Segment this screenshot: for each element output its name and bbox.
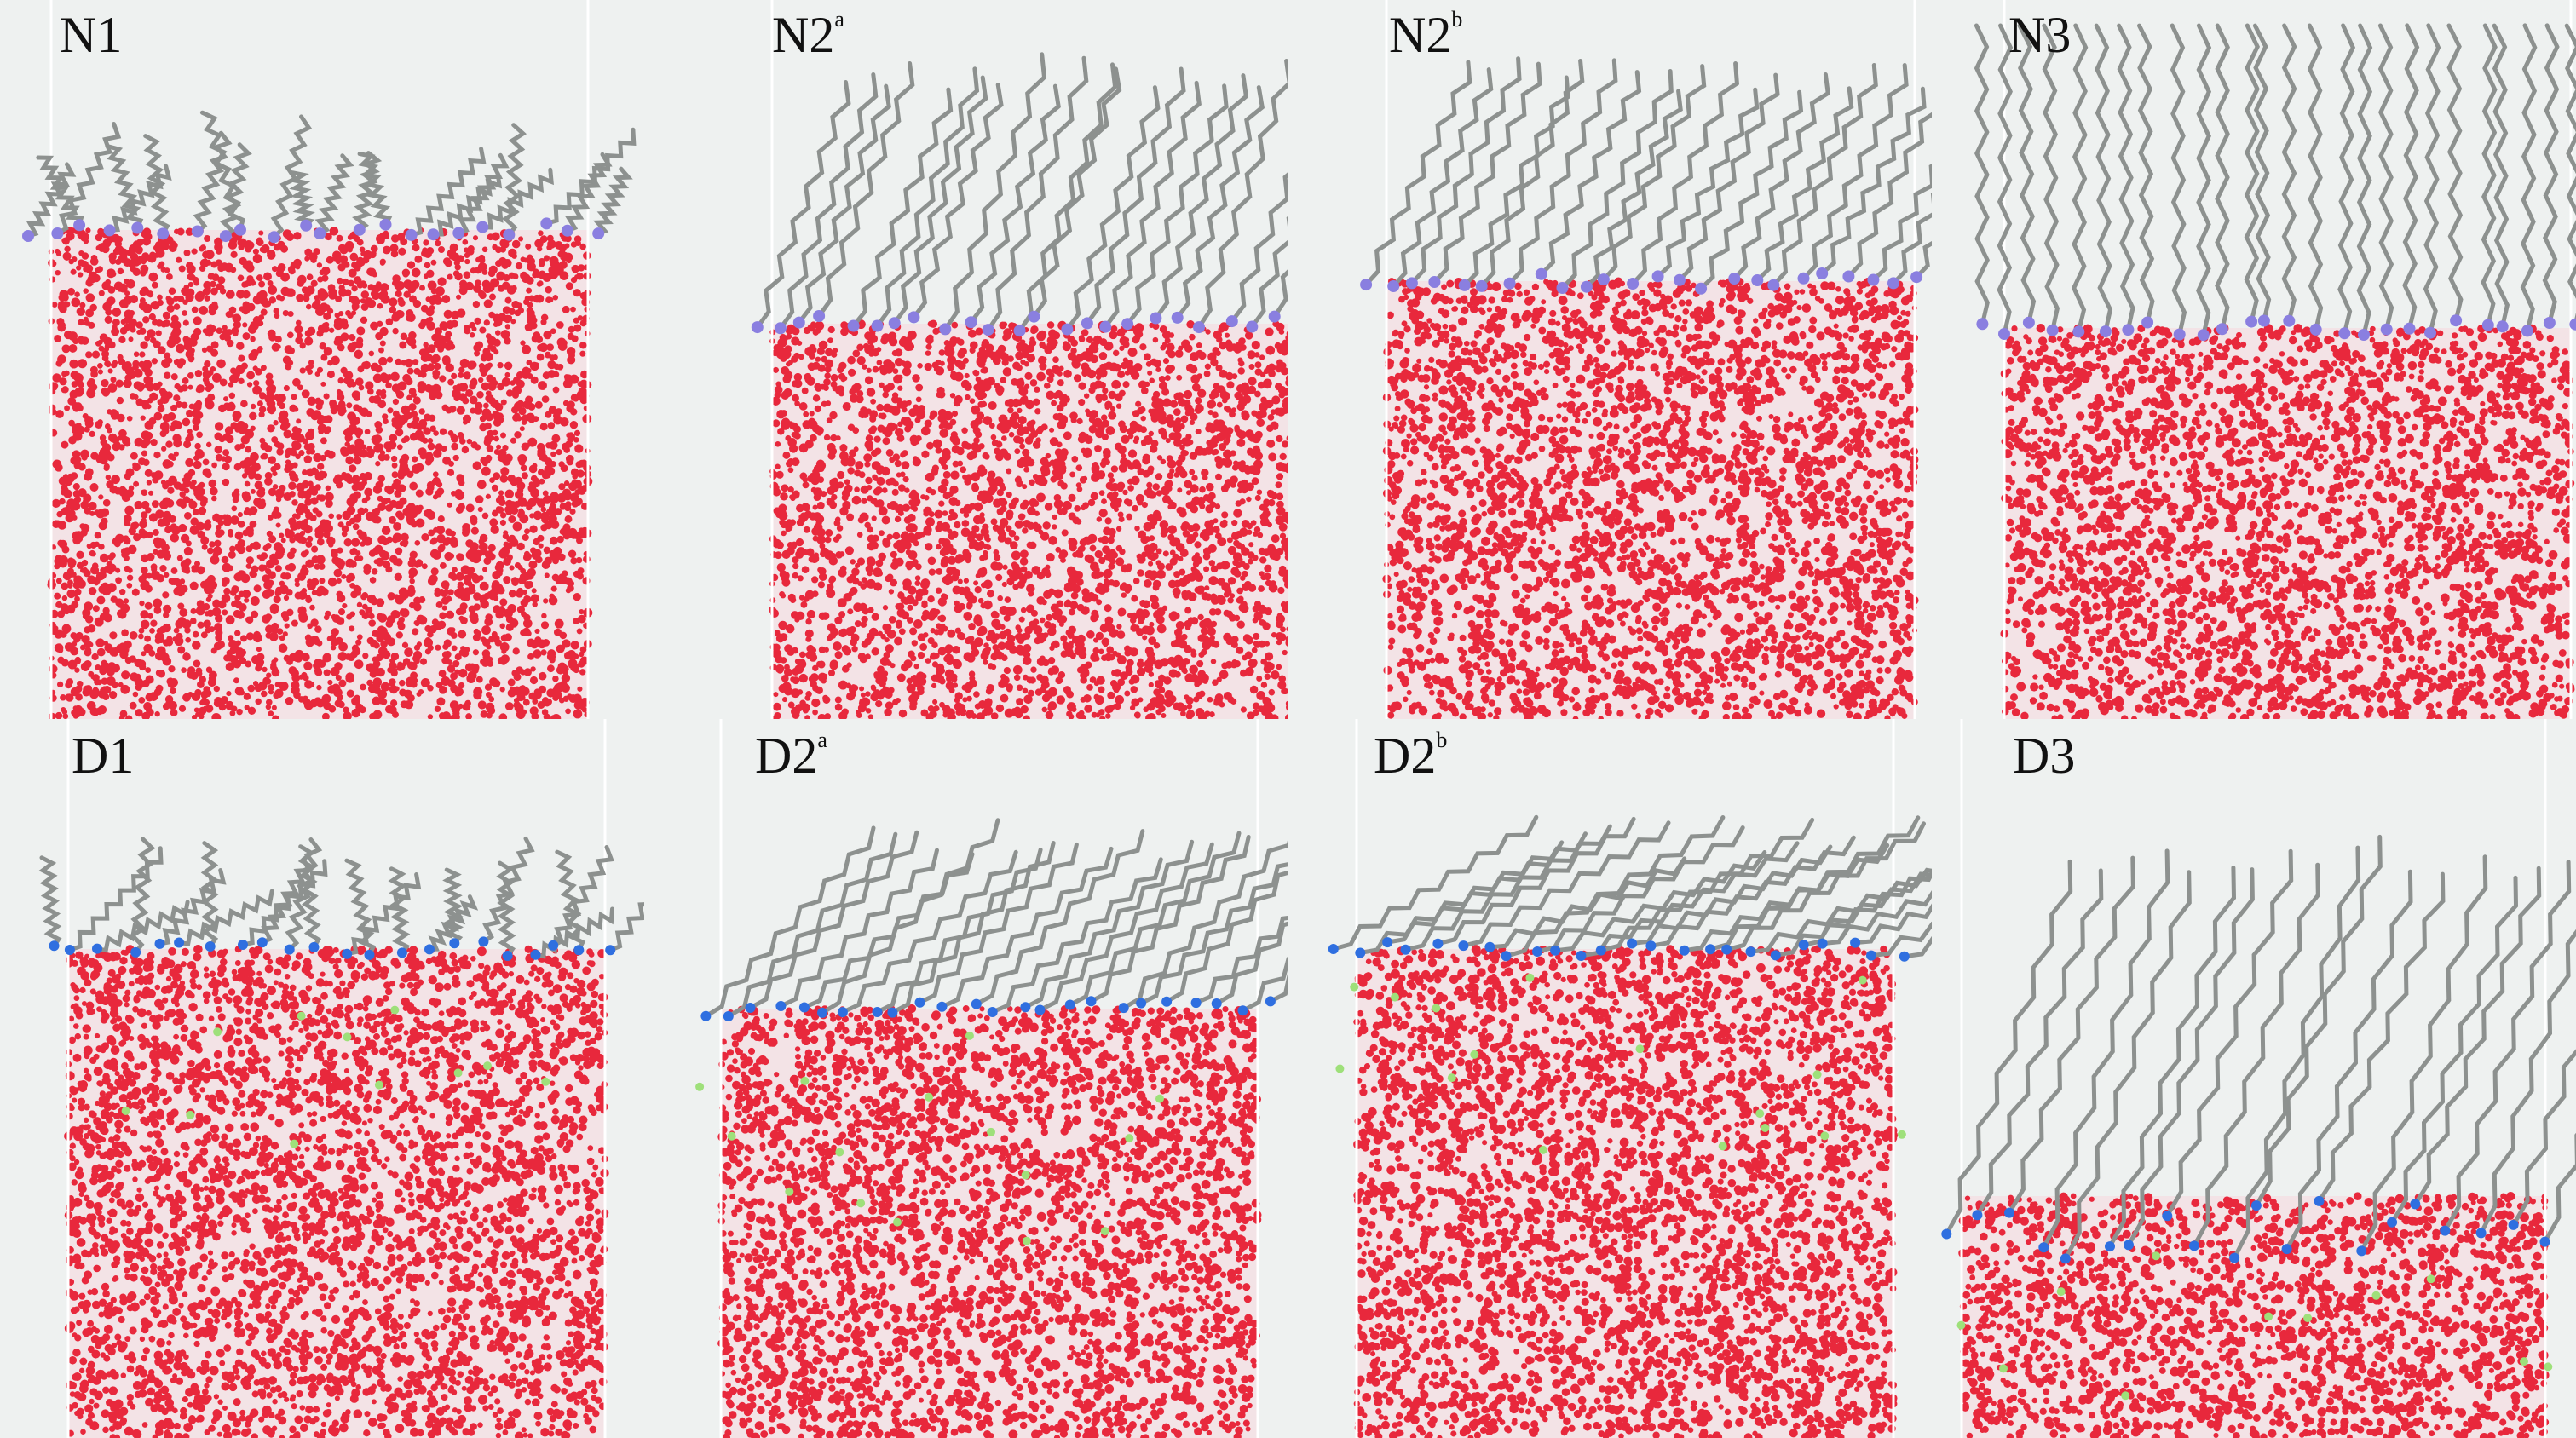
snapshot-d3 (1932, 719, 2576, 1438)
panel-d2b: D2b (1288, 719, 1933, 1438)
panel-label-n2a: N2a (772, 9, 844, 60)
panel-n3: N3 (1932, 0, 2576, 719)
water-slab (769, 319, 1288, 719)
water-slab (717, 1004, 1261, 1438)
snapshot-d2b (1288, 719, 1933, 1438)
panel-label-d1: D1 (72, 729, 134, 781)
water-slab (2000, 324, 2574, 719)
panel-d2a: D2a (644, 719, 1288, 1438)
snapshot-d1 (0, 719, 644, 1438)
snapshot-n2b (1288, 0, 1933, 719)
snapshot-d2a (644, 719, 1288, 1438)
water-slab (47, 227, 592, 719)
water-slab (1382, 277, 1918, 719)
panel-d1: D1 (0, 719, 644, 1438)
panel-d3: D3 (1932, 719, 2576, 1438)
snapshot-n2a (644, 0, 1288, 719)
water-slab (64, 945, 609, 1438)
panel-label-n3: N3 (2008, 9, 2071, 60)
water-slab (1958, 1192, 2549, 1438)
panel-label-d3: D3 (2013, 729, 2075, 781)
panel-label-d2b: D2b (1374, 729, 1447, 781)
water-slab (1353, 945, 1898, 1438)
panel-n2b: N2b (1288, 0, 1933, 719)
panel-label-d2a: D2a (755, 729, 827, 781)
snapshot-n3 (1932, 0, 2576, 719)
snapshot-n1 (0, 0, 644, 719)
panel-n1: N1 (0, 0, 644, 719)
panel-label-n1: N1 (60, 9, 122, 60)
panel-label-n2b: N2b (1389, 9, 1462, 60)
panel-n2a: N2a (644, 0, 1288, 719)
